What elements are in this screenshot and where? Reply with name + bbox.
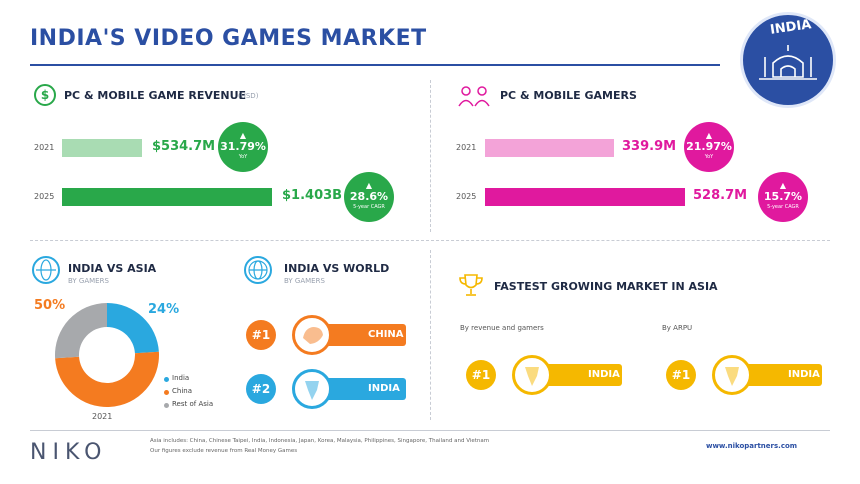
niko-logo: NIKO — [30, 440, 108, 465]
india-share-label: 24% — [148, 302, 180, 317]
footer-divider — [30, 430, 830, 431]
china-map-icon — [292, 315, 332, 355]
india-map-icon — [292, 369, 332, 409]
fastest-growing-title: FASTEST GROWING MARKET IN ASIA — [494, 280, 718, 293]
fastest-caption-1: By revenue and gamers — [460, 324, 544, 332]
india-map-icon — [712, 355, 752, 395]
legend-label-rest: Rest of Asia — [172, 400, 214, 408]
legend-label-india: India — [172, 374, 190, 382]
legend-swatch-china — [164, 390, 169, 395]
revenue-growth-caption: 5-year CAGR — [353, 204, 385, 210]
world-rank-country-2: INDIA — [310, 378, 406, 400]
revenue-growth-pct: 31.79% — [220, 140, 266, 153]
world-rank-badge-1: #1 — [246, 320, 276, 350]
donut-year: 2021 — [92, 412, 113, 421]
india-map-icon — [512, 355, 552, 395]
footer-note-revenue: Our figures exclude revenue from Real Mo… — [150, 448, 298, 454]
revenue-bar-2021 — [62, 139, 142, 157]
section-divider — [430, 80, 431, 232]
globe-world-icon — [244, 256, 272, 284]
india-vs-world-title: INDIA VS WORLD — [284, 262, 390, 275]
india-vs-asia-title: INDIA VS ASIA — [68, 262, 157, 275]
india-vs-world-subtitle: BY GAMERS — [284, 277, 325, 285]
up-arrow-icon: ▲ — [705, 131, 713, 140]
revenue-year-2025: 2025 — [34, 192, 55, 201]
gamers-growth-badge-2021: ▲ 21.97% YoY — [684, 122, 734, 172]
revenue-growth-badge-2021: ▲ 31.79% YoY — [218, 122, 268, 172]
gamers-icon — [456, 82, 492, 108]
china-share-label: 50% — [34, 298, 66, 313]
gamers-growth-caption: YoY — [704, 154, 714, 160]
taj-mahal-icon — [759, 45, 817, 80]
revenue-title: PC & MOBILE GAME REVENUE — [64, 89, 247, 102]
world-rank-country-1: CHINA — [310, 324, 406, 346]
gamers-growth-pct: 21.97% — [686, 140, 732, 153]
gamers-value-2021: 339.9M — [622, 139, 677, 154]
revenue-growth-pct: 28.6% — [349, 190, 389, 203]
page-title: INDIA'S VIDEO GAMES MARKET — [30, 26, 427, 51]
donut-slice-india — [107, 303, 159, 354]
revenue-year-2021: 2021 — [34, 143, 55, 152]
gamers-value-2025: 528.7M — [693, 188, 748, 203]
gamers-title: PC & MOBILE GAMERS — [500, 89, 637, 102]
up-arrow-icon: ▲ — [239, 131, 247, 140]
gamers-bar-2021 — [485, 139, 614, 157]
row-divider — [30, 240, 830, 241]
world-rank-badge-2: #2 — [246, 374, 276, 404]
globe-asia-icon — [32, 256, 60, 284]
footer-url-link[interactable]: www.nikopartners.com — [706, 442, 798, 450]
india-badge-icon — [740, 12, 836, 108]
gamers-growth-badge-2025: ▲ 15.7% 5-year CAGR — [758, 172, 808, 222]
india-vs-asia-donut — [55, 303, 159, 407]
fastest-caption-2: By ARPU — [662, 324, 693, 332]
trophy-icon — [456, 270, 486, 300]
revenue-bar-2025 — [62, 188, 272, 206]
dollar-icon: $ — [34, 84, 56, 106]
revenue-growth-badge-2025: ▲ 28.6% 5-year CAGR — [344, 172, 394, 222]
revenue-value-2021: $534.7M — [152, 139, 216, 154]
gamers-year-2025: 2025 — [456, 192, 477, 201]
footer-note-asia: Asia includes: China, Chinese Taipei, In… — [150, 438, 490, 444]
revenue-unit: (USD) — [238, 92, 259, 100]
donut-slice-china — [55, 351, 159, 407]
up-arrow-icon: ▲ — [779, 181, 787, 190]
section-divider — [430, 250, 431, 420]
title-divider — [30, 64, 720, 66]
fastest-rank-badge-2: #1 — [666, 360, 696, 390]
legend-label-china: China — [172, 387, 192, 395]
gamers-year-2021: 2021 — [456, 143, 477, 152]
gamers-growth-pct: 15.7% — [763, 190, 803, 203]
revenue-value-2025: $1.403B — [282, 188, 343, 203]
revenue-growth-caption: YoY — [238, 154, 248, 160]
gamers-growth-caption: 5-year CAGR — [767, 204, 799, 210]
fastest-rank-badge-1: #1 — [466, 360, 496, 390]
legend-swatch-india — [164, 377, 169, 382]
fastest-country-2: INDIA — [730, 364, 822, 386]
donut-slice-rest-of-asia — [55, 303, 107, 359]
legend-swatch-rest — [164, 403, 169, 408]
fastest-country-1: INDIA — [530, 364, 622, 386]
gamers-bar-2025 — [485, 188, 685, 206]
india-vs-asia-subtitle: BY GAMERS — [68, 277, 109, 285]
up-arrow-icon: ▲ — [365, 181, 373, 190]
